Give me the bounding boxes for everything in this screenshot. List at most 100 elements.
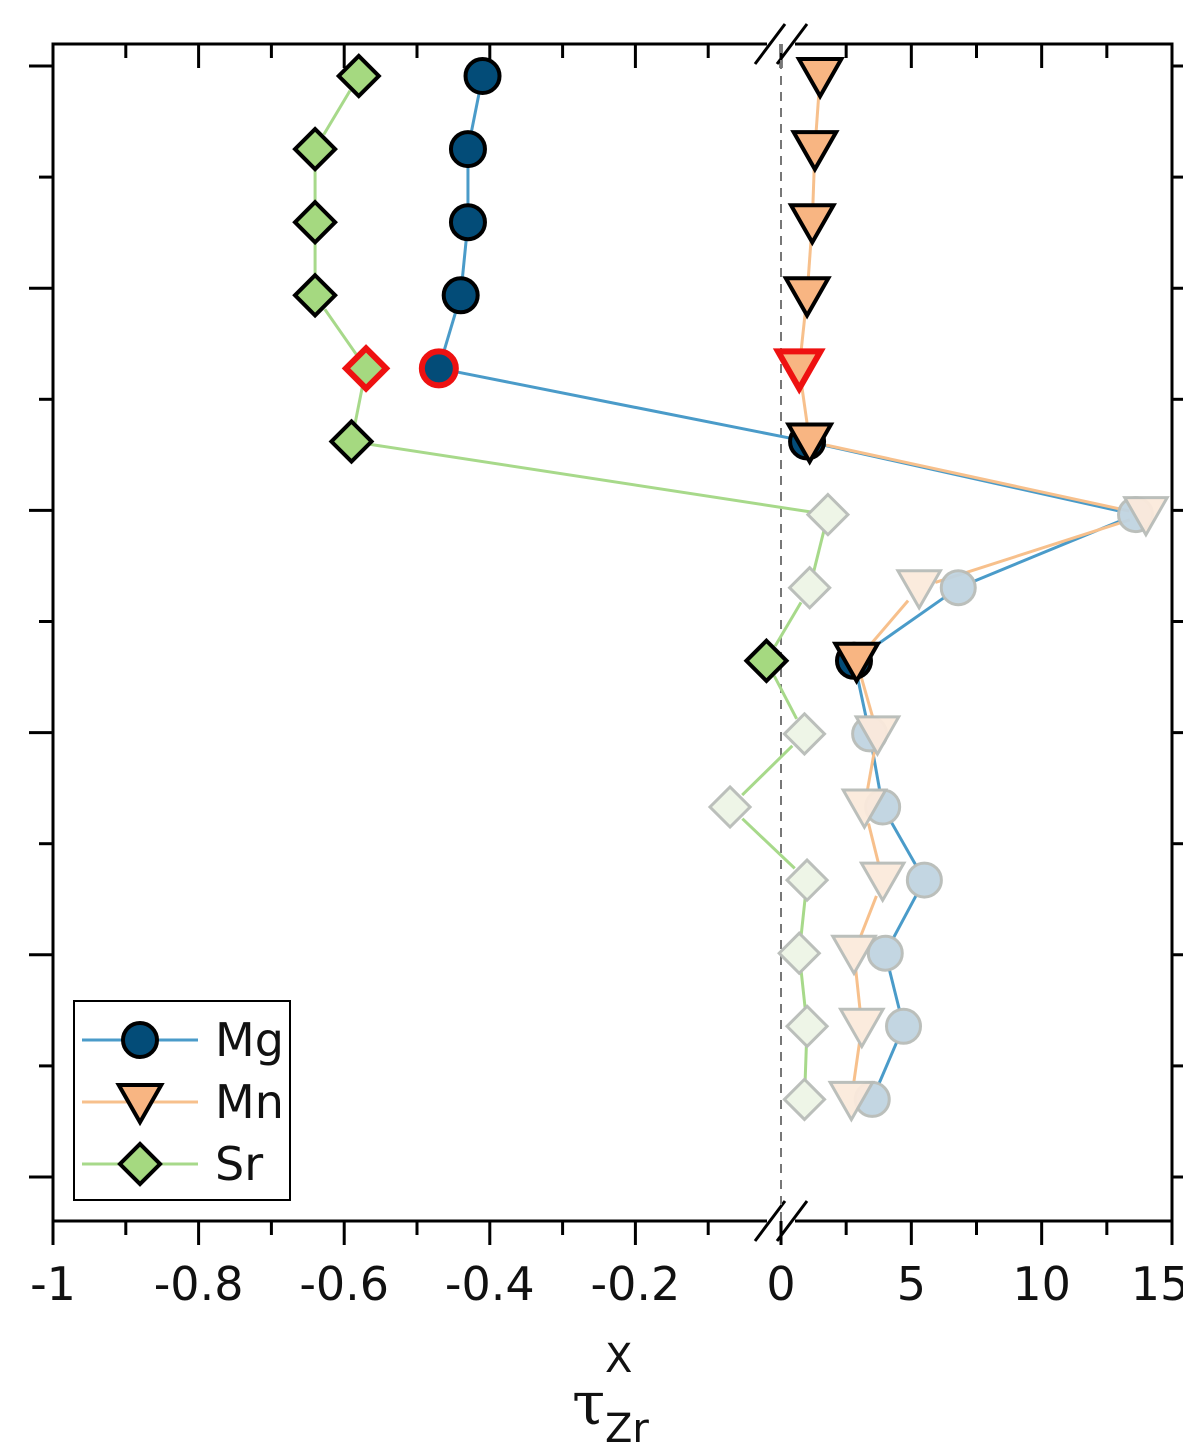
data-point-mg (463, 57, 502, 95)
x-tick-label-left: -0.4 (445, 1257, 535, 1311)
series-line-sr (772, 675, 798, 720)
series-line-mn (811, 166, 816, 206)
data-point-sr (777, 931, 822, 976)
series-line-sr (323, 308, 358, 356)
data-point-mg (866, 934, 904, 972)
data-point-sr (292, 199, 338, 246)
x-tick-label-left: -0.6 (299, 1257, 389, 1311)
data-point-sr (805, 492, 851, 537)
series-line-mn (852, 1042, 861, 1083)
data-point-mn (827, 1080, 876, 1123)
x-axis-label-subscript: Zr (605, 1406, 649, 1452)
data-point-mg (885, 1007, 923, 1045)
data-point-sr (784, 1004, 830, 1049)
series-line-mn (814, 92, 821, 133)
series-line-sr (741, 744, 794, 797)
series-line-sr (322, 89, 352, 136)
series-line-mn (799, 312, 807, 352)
series-line-mn (806, 239, 813, 279)
data-point-mn (1122, 496, 1170, 538)
x-axis-label-superscript: X (605, 1336, 632, 1382)
series-line-mg (442, 311, 458, 353)
data-point-mg (441, 276, 480, 315)
series-line-mg (469, 92, 481, 133)
data-point-mn (795, 57, 845, 101)
data-point-sr (743, 637, 790, 684)
series-line-mn (859, 676, 875, 718)
series-line-mn (865, 750, 876, 791)
series-line-sr (353, 384, 365, 426)
series-line-mg (856, 677, 868, 718)
series-line-mg (455, 370, 791, 440)
data-point-sr (782, 711, 827, 757)
data-point-sr (341, 344, 391, 393)
legend-label-sr: Sr (215, 1137, 263, 1191)
series-line-sr (368, 442, 812, 514)
series-line-mn (866, 599, 910, 649)
series-lines (313, 89, 1131, 1085)
data-points (292, 53, 1170, 1123)
data-point-sr (784, 857, 830, 903)
series-line-mn (825, 443, 1130, 513)
data-point-sr (292, 126, 338, 172)
x-tick-label-right: 15 (1131, 1257, 1183, 1311)
data-point-mn (895, 569, 943, 611)
data-point-mn (840, 788, 889, 831)
series-line-mn (800, 385, 809, 425)
data-point-sr (782, 1077, 827, 1122)
axis-break-mark-top-1 (753, 23, 787, 65)
data-point-mn (784, 422, 835, 466)
legend: Mg Mn Sr (73, 1000, 291, 1201)
x-tick-label-left: -0.8 (154, 1257, 244, 1311)
legend-label-mg: Mg (215, 1013, 284, 1067)
data-point-sr (335, 53, 382, 99)
axis-break-mark-bottom-1 (753, 1200, 787, 1242)
x-axis-label-symbol: τ (572, 1369, 605, 1439)
series-line-sr (812, 530, 826, 572)
series-line-mg (887, 969, 901, 1011)
series-line-mg (877, 1041, 899, 1085)
series-line-sr (799, 896, 807, 937)
x-tick-label-right: 5 (897, 1257, 926, 1311)
data-point-sr (707, 784, 753, 830)
x-tick-labels: -1 -0.8 -0.6 -0.4 -0.2 0 5 10 15 (30, 1257, 1183, 1311)
series-line-sr (803, 1043, 808, 1083)
series-line-mn (854, 969, 862, 1010)
series-line-mg (889, 821, 918, 867)
data-point-mn (831, 641, 882, 686)
data-point-mn (853, 715, 902, 758)
data-point-mg (939, 569, 977, 607)
series-line-mn (858, 895, 878, 938)
data-point-mg (905, 861, 943, 899)
data-point-mn (782, 276, 832, 320)
data-point-sr (292, 272, 338, 319)
data-point-mg (448, 203, 487, 242)
x-tick-label-left: -0.2 (591, 1257, 681, 1311)
legend-marker-mn (115, 1083, 165, 1127)
data-point-mn (830, 934, 878, 977)
plot-frame (51, 42, 1174, 1223)
data-point-mn (787, 203, 837, 247)
legend-label-mn: Mn (215, 1075, 284, 1129)
data-point-mn (790, 130, 840, 174)
series-line-mg (460, 238, 468, 279)
legend-marker-mg (121, 1021, 159, 1059)
series-line-sr (741, 817, 796, 870)
series-line-sr (799, 969, 807, 1010)
data-point-mg (448, 130, 487, 169)
data-point-mn (858, 861, 907, 904)
legend-marker-sr (117, 1141, 163, 1187)
series-line-mn (867, 823, 880, 864)
axes (29, 23, 1183, 1245)
x-tick-label-right: 0 (766, 1257, 795, 1311)
data-point-mn (837, 1007, 886, 1050)
series-line-mg (891, 894, 918, 939)
data-point-mn (772, 348, 826, 395)
x-tick-label-left: -1 (30, 1257, 76, 1311)
series-line-sr (773, 601, 803, 647)
data-point-sr (328, 418, 375, 465)
x-axis-label: τ X Zr (572, 1336, 649, 1452)
x-tick-label-right: 10 (1012, 1257, 1071, 1311)
data-point-mg (418, 348, 459, 389)
